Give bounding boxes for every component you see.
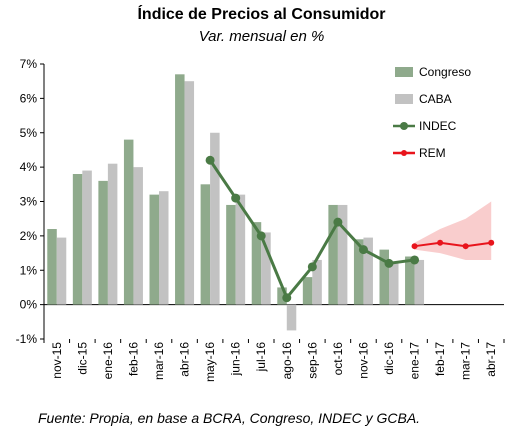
- x-tick-label: oct-16: [331, 342, 345, 376]
- bar-congreso-dic-15: [72, 174, 83, 305]
- bar-congreso-jul-16: [251, 222, 262, 305]
- bar-caba-jul-16: [261, 232, 271, 305]
- x-tick-label: may-16: [203, 342, 217, 382]
- bar-congreso-oct-16: [328, 204, 338, 305]
- bar-caba-ene-16: [107, 163, 118, 305]
- x-tick-label: dic-16: [382, 342, 396, 375]
- x-tick-label: nov-16: [356, 342, 370, 379]
- bar-caba-oct-16: [337, 204, 348, 305]
- bar-caba-mar-16: [159, 191, 169, 305]
- legend-swatch-congreso: [395, 67, 413, 77]
- rem-confidence-band: [414, 201, 492, 260]
- point-rem-ene-17: [411, 243, 418, 250]
- legend-swatch-marker-indec: [400, 122, 408, 130]
- source-note: Fuente: Propia, en base a BCRA, Congreso…: [38, 410, 421, 426]
- y-tick-label: 1%: [20, 263, 38, 277]
- bar-congreso-nov-16: [353, 239, 364, 305]
- y-tick-label: 4%: [20, 160, 38, 174]
- bar-congreso-ago-16: [277, 287, 287, 305]
- bar-congreso-jun-16: [226, 204, 236, 305]
- bar-caba-nov-15: [56, 237, 67, 305]
- bar-congreso-dic-16: [379, 249, 389, 305]
- legend-swatch-caba: [395, 94, 413, 104]
- bar-congreso-feb-16: [123, 139, 134, 305]
- chart-subtitle: Var. mensual en %: [198, 28, 325, 45]
- point-indec-sep-16: [307, 262, 317, 272]
- x-tick-label: feb-17: [433, 342, 447, 376]
- point-indec-ene-17: [410, 255, 420, 265]
- x-tick-label: abr-16: [178, 342, 192, 377]
- y-tick-label: 2%: [20, 229, 38, 243]
- x-tick-label: abr-17: [484, 342, 498, 377]
- x-tick-label: nov-15: [50, 342, 64, 379]
- bar-congreso-abr-16: [175, 74, 185, 305]
- bar-caba-dic-15: [82, 170, 92, 305]
- x-tick-label: jul-16: [254, 342, 268, 373]
- x-tick-label: dic-15: [75, 342, 89, 375]
- point-indec-ago-16: [282, 293, 292, 303]
- point-indec-may-16: [205, 155, 215, 165]
- point-rem-abr-17: [488, 239, 495, 246]
- point-indec-jul-16: [256, 231, 266, 241]
- legend-label-caba: CABA: [419, 92, 452, 106]
- x-tick-label: jun-16: [229, 342, 243, 377]
- x-tick-label: feb-16: [126, 342, 140, 376]
- chart-title: Índice de Precios al Consumidor: [137, 6, 386, 23]
- bar-congreso-may-16: [200, 184, 211, 305]
- bar-congreso-nov-15: [47, 229, 57, 305]
- bar-caba-may-16: [210, 132, 220, 305]
- legend-label-congreso: Congreso: [419, 65, 471, 79]
- bar-congreso-mar-16: [149, 194, 159, 305]
- bar-caba-ago-16: [286, 304, 297, 331]
- bar-congreso-ene-16: [98, 180, 108, 305]
- legend-swatch-marker-rem: [401, 150, 407, 156]
- x-tick-label: sep-16: [305, 342, 319, 379]
- bar-caba-dic-16: [389, 263, 399, 305]
- point-indec-dic-16: [384, 258, 394, 268]
- y-tick-label: -1%: [16, 332, 38, 346]
- y-tick-label: 3%: [20, 195, 38, 209]
- x-tick-label: ago-16: [280, 342, 294, 380]
- line-rem: [414, 241, 492, 248]
- x-tick-label: mar-17: [459, 342, 473, 380]
- bar-caba-sep-16: [312, 259, 322, 305]
- point-indec-oct-16: [333, 217, 343, 227]
- y-tick-label: 0%: [20, 298, 38, 312]
- point-indec-nov-16: [358, 245, 368, 255]
- bar-caba-nov-16: [363, 237, 373, 305]
- point-indec-jun-16: [231, 193, 241, 203]
- legend-label-indec: INDEC: [419, 119, 457, 133]
- x-tick-label: mar-16: [152, 342, 166, 380]
- y-tick-label: 7%: [20, 57, 38, 71]
- x-tick-label: ene-16: [101, 342, 115, 380]
- y-tick-label: 5%: [20, 126, 38, 140]
- bar-caba-jun-16: [235, 194, 246, 305]
- bar-caba-feb-16: [133, 167, 143, 305]
- bar-congreso-ene-17: [405, 256, 415, 305]
- y-tick-label: 6%: [20, 91, 38, 105]
- bar-caba-abr-16: [184, 81, 195, 305]
- x-tick-label: ene-17: [408, 342, 422, 380]
- bar-caba-ene-17: [414, 259, 425, 305]
- legend-label-rem: REM: [419, 146, 446, 160]
- bar-congreso-sep-16: [302, 277, 313, 305]
- point-rem-feb-17: [437, 239, 444, 246]
- point-rem-mar-17: [462, 243, 469, 250]
